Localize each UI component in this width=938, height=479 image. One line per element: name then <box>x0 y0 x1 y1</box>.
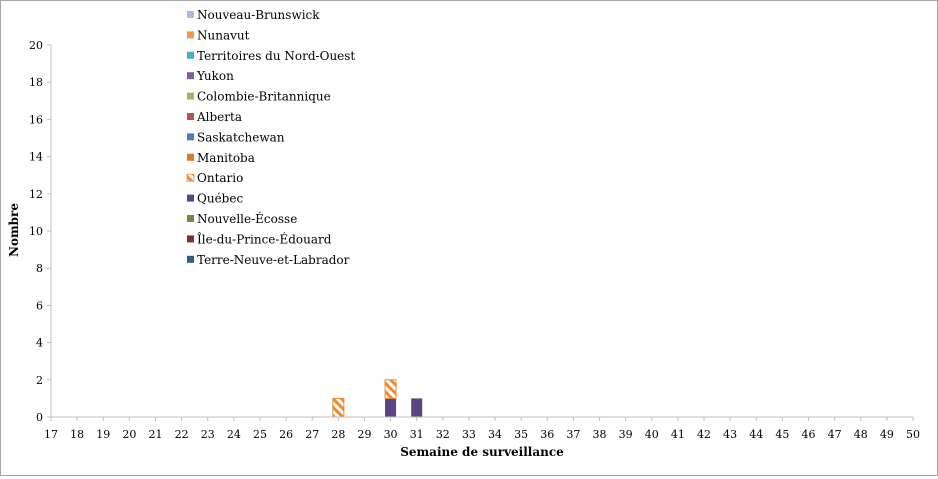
legend-swatch-colombie-britannique <box>187 92 194 100</box>
x-tick-label: 20 <box>122 428 136 441</box>
y-axis-title: Nombre <box>7 203 21 257</box>
y-tick-label: 6 <box>36 299 43 312</box>
x-tick-label: 18 <box>70 428 84 441</box>
legend-label-terre-neuve-et-labrador: Terre-Neuve-et-Labrador <box>197 253 350 267</box>
y-tick-label: 20 <box>29 39 43 52</box>
legend-label-saskatchewan: Saskatchewan <box>197 130 285 144</box>
y-tick-label: 8 <box>36 262 43 275</box>
y-tick-label: 18 <box>29 76 43 89</box>
y-tick-label: 12 <box>29 188 43 201</box>
y-tick-label: 16 <box>29 113 43 126</box>
x-tick-label: 22 <box>175 428 189 441</box>
bar-quebec-week-31 <box>411 398 423 417</box>
x-tick-label: 49 <box>880 428 894 441</box>
x-tick-label: 25 <box>253 428 267 441</box>
legend-swatch-nunavut <box>187 31 194 39</box>
legend-swatch-ontario <box>186 173 195 182</box>
legend-label-nouvelle-ecosse: Nouvelle-Écosse <box>197 211 297 226</box>
legend-label-territoires-du-nord-ouest: Territoires du Nord-Ouest <box>197 49 355 63</box>
legend-swatch-quebec <box>187 194 194 202</box>
x-tick-label: 28 <box>331 428 345 441</box>
x-tick-label: 34 <box>488 428 502 441</box>
x-tick-label: 45 <box>775 428 789 441</box>
legend-swatch-manitoba <box>187 153 194 161</box>
bar-quebec-week-30 <box>385 398 397 417</box>
legend-label-alberta: Alberta <box>196 110 242 124</box>
x-axis-title: Semaine de surveillance <box>400 445 564 459</box>
x-tick-label: 46 <box>802 428 816 441</box>
x-tick-label: 48 <box>854 428 868 441</box>
y-tick-label: 10 <box>29 225 43 238</box>
legend-label-nouveau-brunswick: Nouveau-Brunswick <box>197 8 320 22</box>
x-tick-label: 24 <box>227 428 241 441</box>
x-tick-label: 42 <box>697 428 711 441</box>
legend-swatch-yukon <box>187 72 194 80</box>
y-tick-label: 4 <box>36 337 43 350</box>
bar-ontario-week-30 <box>384 379 397 399</box>
x-tick-label: 37 <box>566 428 580 441</box>
legend-label-manitoba: Manitoba <box>197 151 255 165</box>
legend-label-ile-du-prince-edouard: Île-du-Prince-Édouard <box>197 231 332 246</box>
y-tick-label: 14 <box>29 151 43 164</box>
legend-swatch-terre-neuve-et-labrador <box>187 255 194 263</box>
legend-swatch-nouveau-brunswick <box>187 11 194 18</box>
legend-label-quebec: Québec <box>197 192 243 206</box>
x-tick-label: 36 <box>540 428 554 441</box>
x-tick-label: 41 <box>671 428 685 441</box>
x-tick-label: 29 <box>357 428 371 441</box>
legend-swatch-ile-du-prince-edouard <box>187 235 194 243</box>
x-tick-label: 31 <box>410 428 424 441</box>
legend-swatch-territoires-du-nord-ouest <box>187 51 194 59</box>
legend-label-colombie-britannique: Colombie-Britannique <box>197 90 331 104</box>
legend-label-nunavut: Nunavut <box>197 28 250 42</box>
x-tick-label: 17 <box>44 428 58 441</box>
x-tick-label: 35 <box>514 428 528 441</box>
legend-swatch-alberta <box>187 113 194 120</box>
legend-swatch-saskatchewan <box>187 133 194 141</box>
x-tick-label: 27 <box>305 428 319 441</box>
y-tick-label: 2 <box>36 374 43 387</box>
x-tick-label: 44 <box>749 428 763 441</box>
y-tick-label: 0 <box>36 411 43 424</box>
x-tick-label: 47 <box>828 428 842 441</box>
x-tick-label: 39 <box>619 428 633 441</box>
x-tick-label: 50 <box>906 428 920 441</box>
legend-swatch-nouvelle-ecosse <box>187 215 194 222</box>
x-tick-label: 33 <box>462 428 476 441</box>
x-tick-label: 26 <box>279 428 293 441</box>
legend-label-yukon: Yukon <box>196 69 234 83</box>
x-tick-label: 30 <box>384 428 398 441</box>
x-tick-label: 38 <box>593 428 607 441</box>
x-tick-label: 19 <box>96 428 110 441</box>
x-tick-label: 23 <box>201 428 215 441</box>
x-tick-label: 21 <box>148 428 162 441</box>
x-tick-label: 43 <box>723 428 737 441</box>
x-tick-label: 40 <box>645 428 659 441</box>
legend-label-ontario: Ontario <box>197 171 243 185</box>
x-tick-label: 32 <box>436 428 450 441</box>
bar-ontario-week-28 <box>332 397 345 418</box>
